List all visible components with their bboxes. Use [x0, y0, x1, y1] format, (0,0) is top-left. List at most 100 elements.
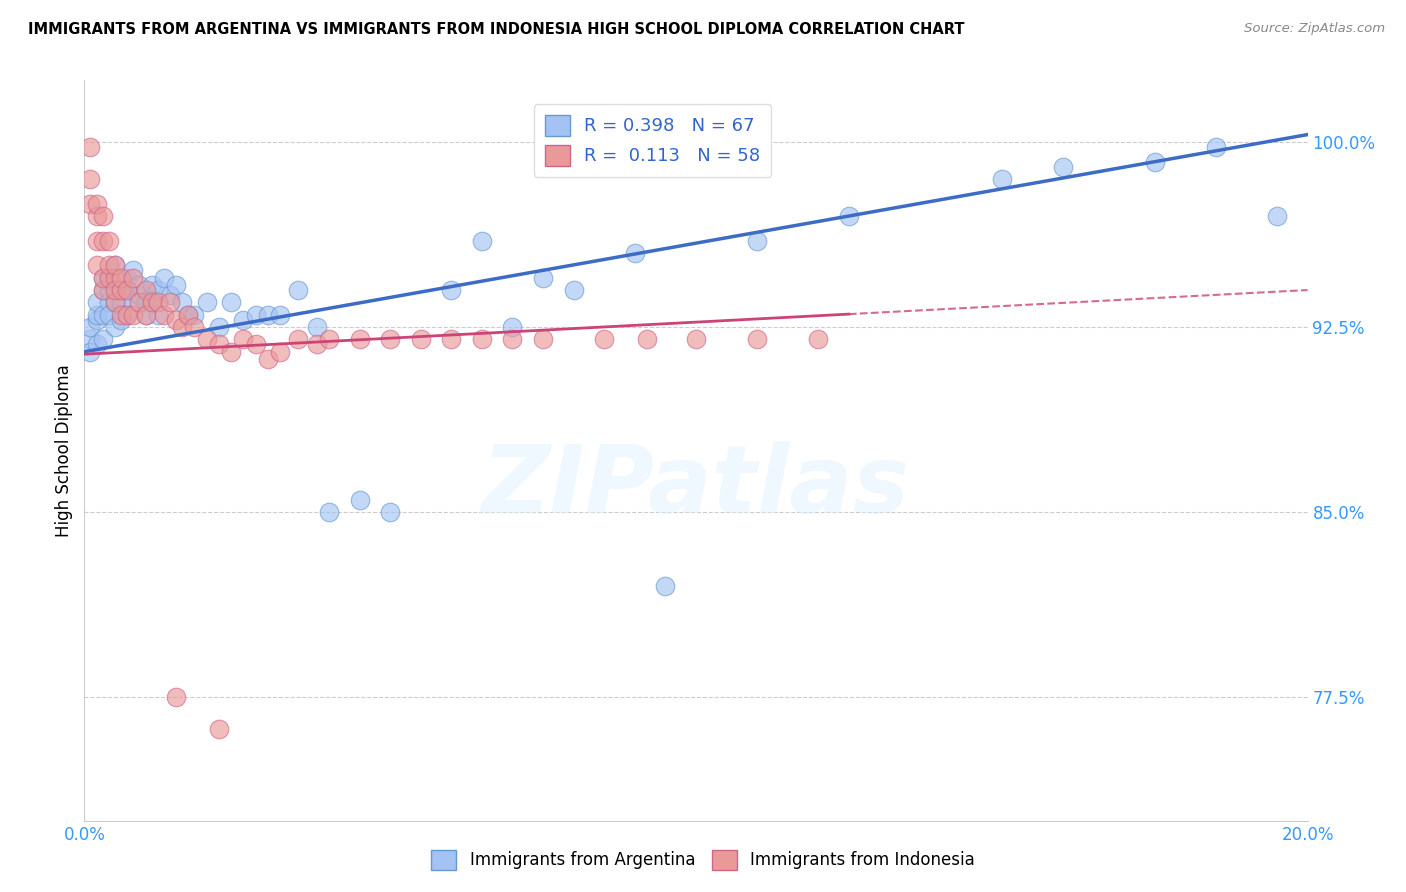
Point [531, 270, 554, 285]
Point [91, 283, 114, 297]
Point [122, 308, 145, 322]
Point [257, 352, 280, 367]
Point [232, 332, 254, 346]
Point [115, 308, 138, 322]
Point [104, 258, 127, 272]
Point [219, 295, 242, 310]
Point [807, 332, 830, 346]
Point [153, 308, 176, 322]
Point [97, 270, 120, 285]
Point [104, 270, 127, 285]
Point [287, 332, 309, 346]
Point [159, 288, 181, 302]
Point [86, 295, 108, 310]
Point [97, 234, 120, 248]
Point [318, 505, 340, 519]
Point [79, 172, 101, 186]
Point [183, 320, 205, 334]
Point [97, 283, 120, 297]
Point [86, 258, 108, 272]
Point [97, 308, 120, 322]
Point [79, 332, 101, 346]
Point [122, 270, 145, 285]
Point [195, 332, 218, 346]
Point [349, 332, 371, 346]
Point [91, 308, 114, 322]
Legend: Immigrants from Argentina, Immigrants from Indonesia: Immigrants from Argentina, Immigrants fr… [425, 843, 981, 877]
Point [624, 246, 647, 260]
Point [146, 308, 169, 322]
Point [245, 337, 267, 351]
Point [440, 332, 463, 346]
Point [104, 295, 127, 310]
Point [115, 270, 138, 285]
Point [146, 283, 169, 297]
Point [269, 308, 291, 322]
Point [128, 295, 150, 310]
Point [110, 283, 132, 297]
Point [86, 234, 108, 248]
Point [287, 283, 309, 297]
Point [110, 312, 132, 326]
Point [135, 283, 157, 297]
Point [146, 295, 169, 310]
Legend: R = 0.398   N = 67, R =  0.113   N = 58: R = 0.398 N = 67, R = 0.113 N = 58 [534, 104, 772, 177]
Point [91, 270, 114, 285]
Point [104, 283, 127, 297]
Point [305, 320, 328, 334]
Point [104, 283, 127, 297]
Point [208, 723, 231, 737]
Point [502, 332, 524, 346]
Point [183, 308, 205, 322]
Point [502, 320, 524, 334]
Point [747, 234, 769, 248]
Point [104, 320, 127, 334]
Point [86, 209, 108, 223]
Point [110, 308, 132, 322]
Point [128, 278, 150, 293]
Point [1265, 209, 1288, 223]
Point [471, 332, 494, 346]
Point [97, 295, 120, 310]
Point [86, 312, 108, 326]
Point [141, 293, 163, 307]
Point [991, 172, 1014, 186]
Point [318, 332, 340, 346]
Point [159, 295, 181, 310]
Point [165, 690, 187, 705]
Point [747, 332, 769, 346]
Point [91, 283, 114, 297]
Point [165, 312, 187, 326]
Point [195, 295, 218, 310]
Point [257, 308, 280, 322]
Point [110, 270, 132, 285]
Point [1143, 154, 1166, 169]
Point [86, 308, 108, 322]
Point [79, 344, 101, 359]
Point [1052, 160, 1074, 174]
Point [115, 283, 138, 297]
Point [562, 283, 585, 297]
Text: ZIPatlas: ZIPatlas [482, 442, 910, 533]
Point [593, 332, 616, 346]
Point [110, 283, 132, 297]
Point [110, 295, 132, 310]
Point [141, 295, 163, 310]
Point [91, 234, 114, 248]
Point [349, 492, 371, 507]
Point [177, 308, 200, 322]
Point [172, 320, 194, 334]
Point [135, 295, 157, 310]
Point [685, 332, 707, 346]
Point [128, 288, 150, 302]
Point [165, 278, 187, 293]
Point [135, 308, 157, 322]
Point [380, 505, 402, 519]
Point [172, 295, 194, 310]
Point [86, 196, 108, 211]
Point [91, 209, 114, 223]
Text: IMMIGRANTS FROM ARGENTINA VS IMMIGRANTS FROM INDONESIA HIGH SCHOOL DIPLOMA CORRE: IMMIGRANTS FROM ARGENTINA VS IMMIGRANTS … [28, 22, 965, 37]
Point [471, 234, 494, 248]
Point [219, 344, 242, 359]
Point [177, 308, 200, 322]
